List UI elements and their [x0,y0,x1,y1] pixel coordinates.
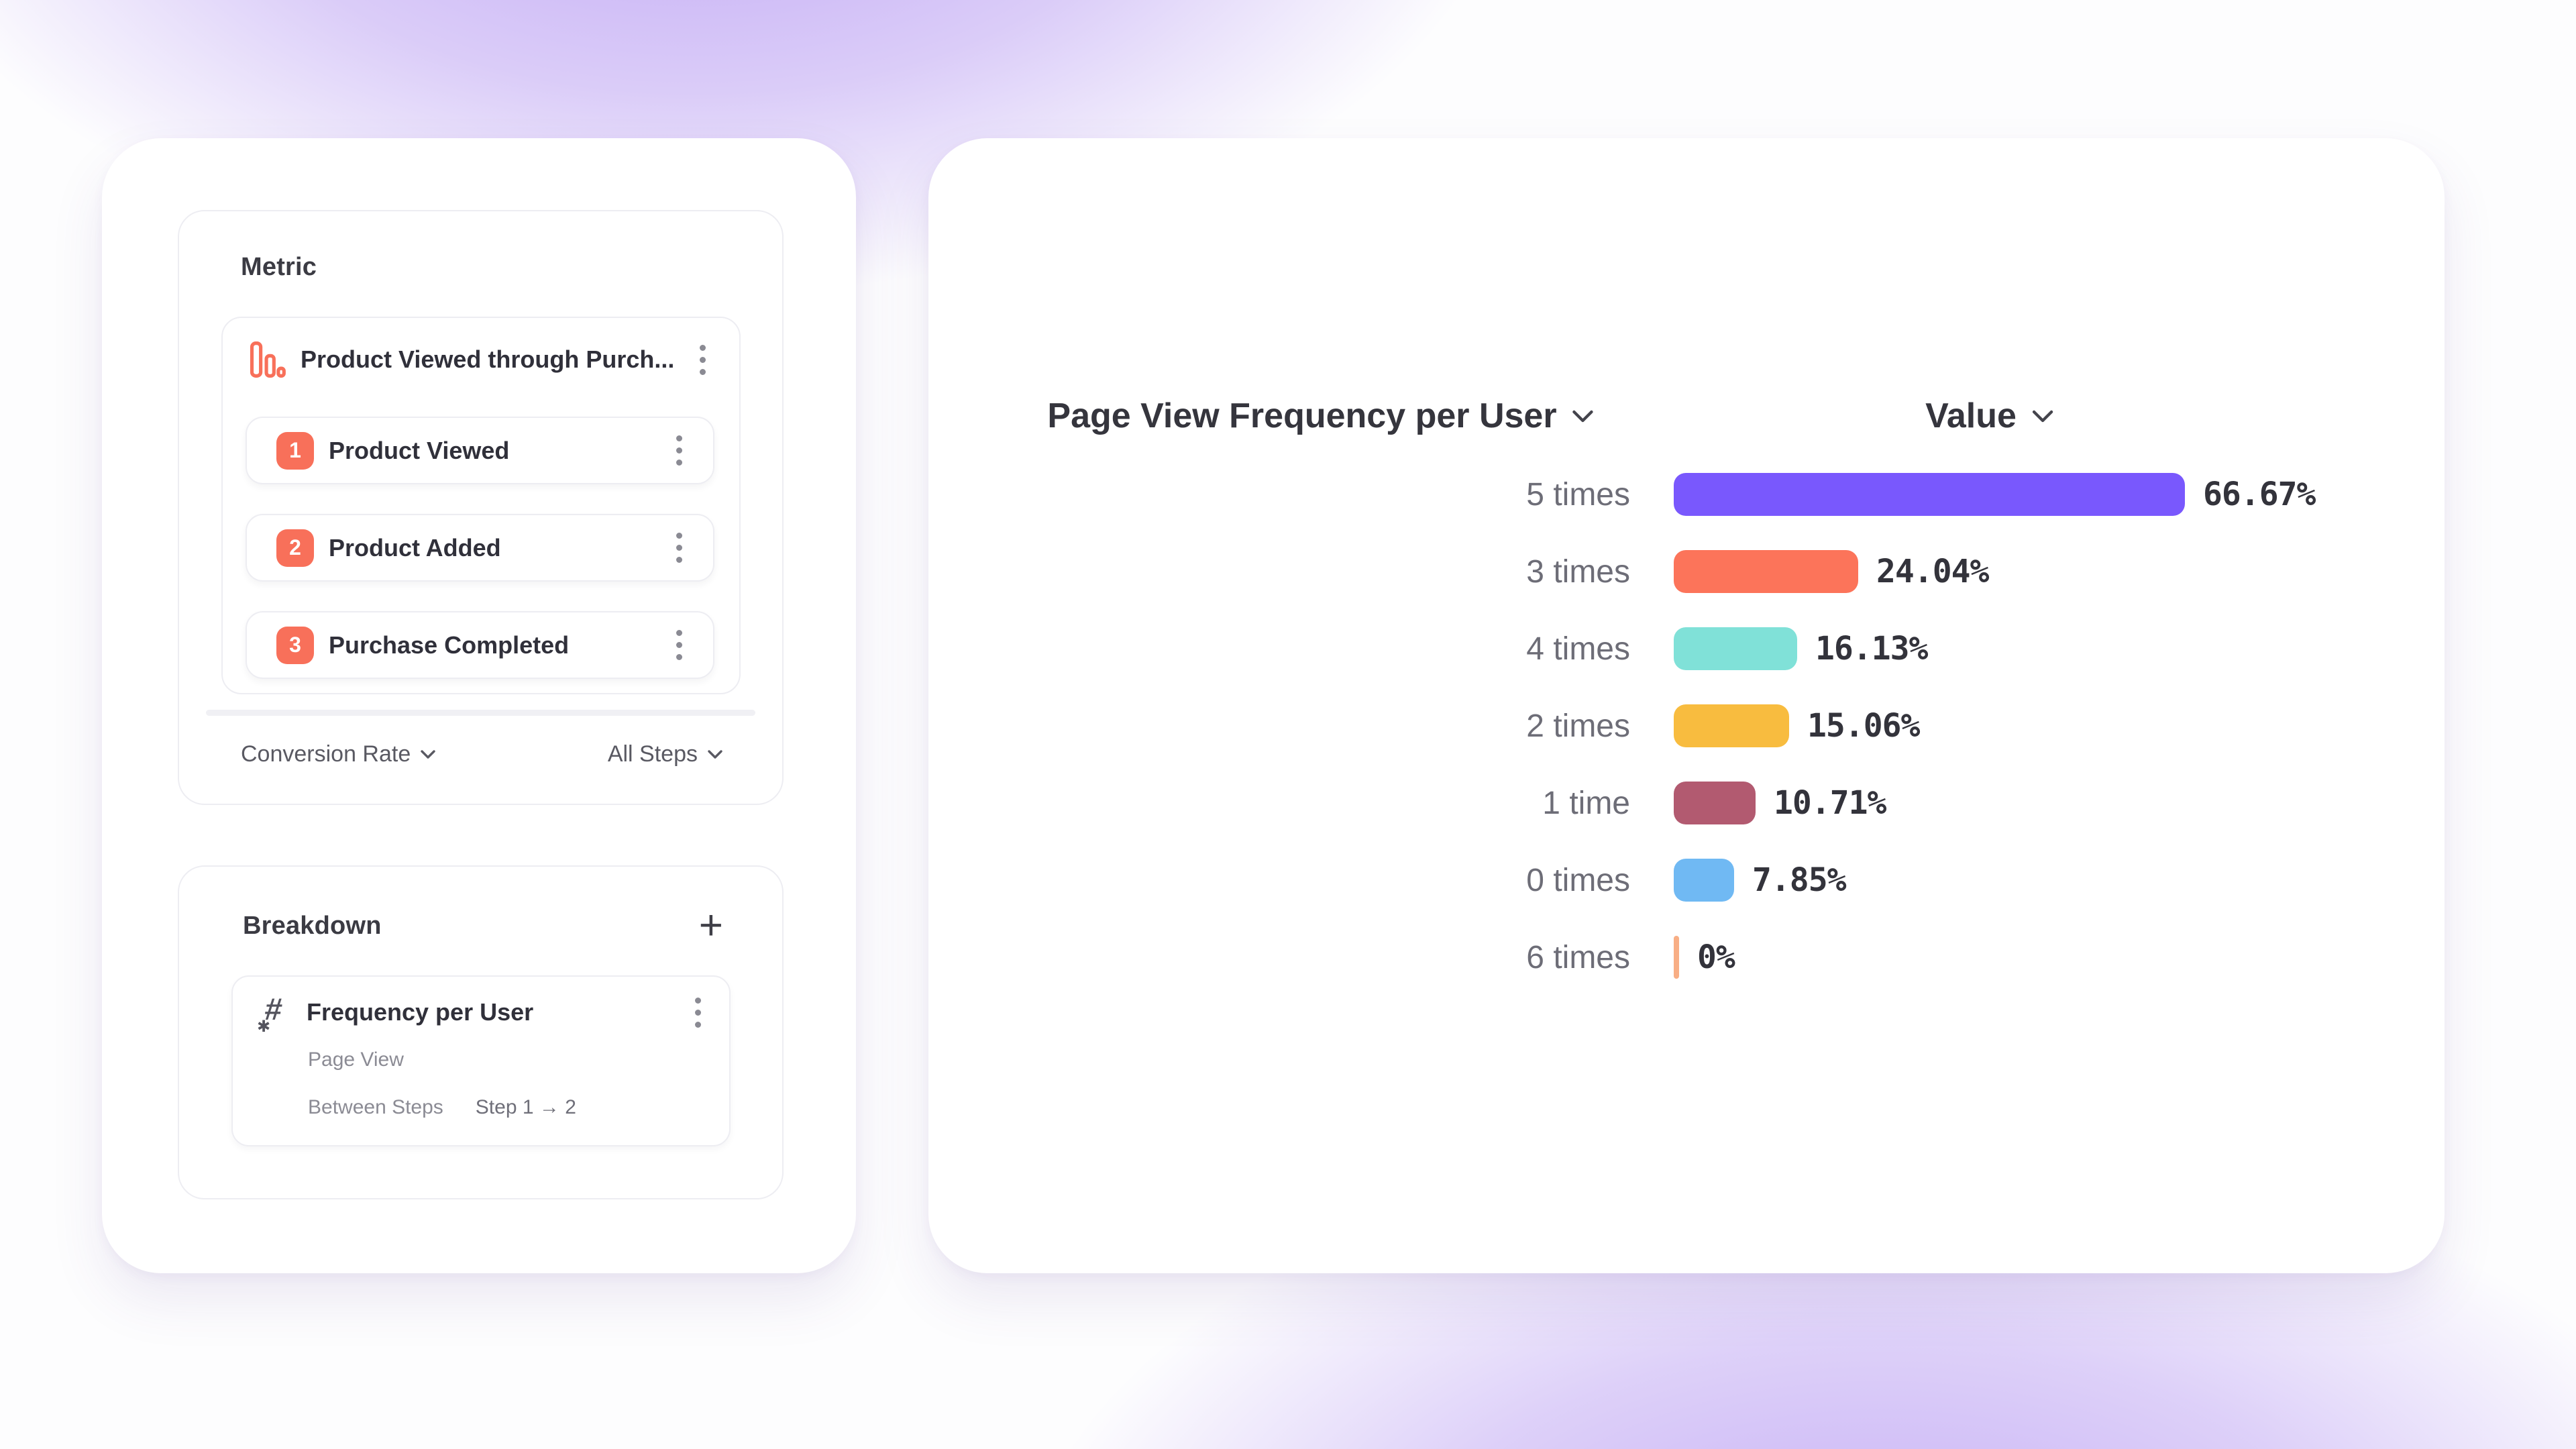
value-label: 24.04% [1876,553,1989,590]
chart-card: Page View Frequency per User Value 5 tim… [928,138,2445,1273]
bar-segment[interactable] [1674,473,2185,516]
chart-row: 6 times 0% [928,919,2445,996]
category-label: 3 times [1526,554,1630,590]
chart-row: 3 times 24.04% [928,533,2445,610]
value-label: 66.67% [2203,476,2316,513]
value-label: 10.71% [1774,784,1886,822]
bar-segment[interactable] [1674,550,1858,593]
chart-row: 4 times 16.13% [928,610,2445,688]
funnel-step-card[interactable]: 1 Product Viewed [246,417,714,484]
funnel-menu-kebab-icon[interactable] [694,339,711,380]
breakdown-panel: Breakdown + # ✱ Frequency per User Page V… [178,865,784,1199]
value-dropdown[interactable]: Value [1925,396,2054,436]
conversion-rate-label: Conversion Rate [241,741,411,767]
funnel-bars-icon [250,341,286,378]
all-steps-dropdown[interactable]: All Steps [608,741,723,767]
value-label: 7.85% [1752,861,1846,899]
metric-panel-title: Metric [241,253,317,281]
category-label: 4 times [1526,631,1630,667]
bar-segment[interactable] [1674,704,1789,747]
metric-panel-footer: Conversion Rate All Steps [241,730,723,778]
value-label: 15.06% [1807,707,1920,745]
bar-segment[interactable] [1674,859,1734,902]
series-dropdown-label: Page View Frequency per User [1047,396,1557,435]
all-steps-label: All Steps [607,741,698,767]
funnel-step-card[interactable]: 3 Purchase Completed [246,611,714,679]
step-menu-kebab-icon[interactable] [671,625,688,665]
funnel-metric-header: Product Viewed through Purch... [223,318,739,401]
breakdown-panel-title: Breakdown [243,911,382,940]
breakdown-scope-row: Between Steps Step 1 → 2 [308,1096,576,1119]
chart-row: 1 time 10.71% [928,765,2445,842]
step-number-badge: 2 [276,529,314,567]
chart-row: 0 times 7.85% [928,842,2445,919]
category-label: 5 times [1526,477,1630,513]
numeric-property-hash-icon: # ✱ [257,991,284,1036]
breakdown-item-header: # ✱ Frequency per User [257,990,706,1036]
add-breakdown-button[interactable]: + [698,902,723,949]
series-dropdown[interactable]: Page View Frequency per User [1047,396,1594,436]
step-event-label: Product Added [329,533,501,561]
funnel-metric-title: Product Viewed through Purch... [301,345,675,373]
chevron-down-icon [2032,410,2053,422]
category-label: 0 times [1526,863,1630,898]
chart-row: 2 times 15.06% [928,688,2445,765]
chevron-down-icon [1572,410,1593,422]
step-event-label: Purchase Completed [329,631,570,659]
funnel-step-card[interactable]: 2 Product Added [246,514,714,582]
breakdown-item-title: Frequency per User [307,998,534,1026]
conversion-rate-dropdown[interactable]: Conversion Rate [241,741,436,767]
step-number-badge: 3 [276,626,314,664]
query-builder-card: Metric Product Viewed through Purch... 1… [102,138,856,1273]
step-event-label: Product Viewed [329,436,510,464]
step-number-badge: 1 [276,431,314,470]
breakdown-menu-kebab-icon[interactable] [690,992,706,1033]
metric-panel: Metric Product Viewed through Purch... 1… [178,210,784,805]
step-menu-kebab-icon[interactable] [671,430,688,471]
breakdown-scope-value: Step 1 → 2 [475,1096,576,1118]
chart-row: 5 times 66.67% [928,456,2445,533]
value-label: 0% [1697,938,1735,976]
breakdown-panel-header: Breakdown + [243,899,723,953]
funnel-metric-card[interactable]: Product Viewed through Purch... 1 Product… [221,317,741,694]
bar-segment[interactable] [1674,627,1797,670]
category-label: 2 times [1526,708,1630,744]
category-label: 6 times [1526,940,1630,975]
breakdown-item-card[interactable]: # ✱ Frequency per User Page View Between … [231,975,731,1146]
bar-segment[interactable] [1674,782,1756,824]
chevron-down-icon [708,749,722,759]
chevron-down-icon [421,749,435,759]
breakdown-event-name: Page View [308,1049,404,1071]
bar-chart: 5 times 66.67% 3 times 24.04% 4 times 16.13% 2… [928,456,2445,996]
breakdown-scope-label: Between Steps [308,1096,443,1118]
step-menu-kebab-icon[interactable] [671,527,688,568]
value-label: 16.13% [1815,630,1928,667]
bar-segment[interactable] [1674,936,1679,979]
value-dropdown-label: Value [1925,396,2017,435]
funnel-steps-list: 1 Product Viewed 2 Product Added 3 Purchase C… [246,417,714,708]
metric-panel-divider [206,710,755,716]
category-label: 1 time [1542,786,1630,821]
